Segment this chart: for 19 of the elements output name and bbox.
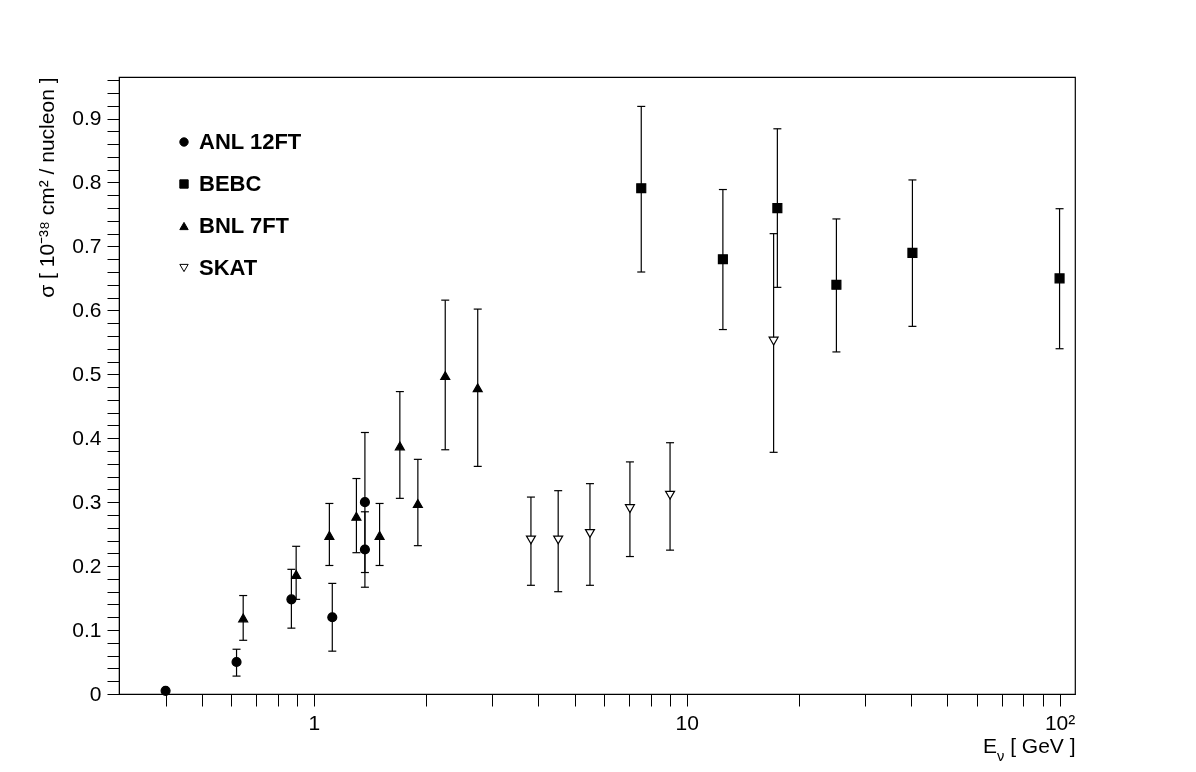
y-tick-label: 0.8: [72, 170, 102, 193]
x-tick-label: 1: [308, 710, 321, 734]
y-axis-title: σ [ 10⁻³⁸ cm² / nucleon ]: [35, 77, 59, 298]
y-tick-label: 0.5: [72, 361, 102, 385]
legend-label: SKAT: [199, 255, 258, 280]
x-axis-title: E$_{ν}$ [ GeV ]: [982, 733, 1076, 764]
y-tick-label: 0.7: [72, 233, 102, 257]
legend-label: ANL 12FT: [199, 129, 302, 154]
x-tick-label: 10²: [1044, 710, 1076, 734]
y-tick-label: 0.1: [72, 617, 102, 641]
y-tick-label: 0.2: [72, 553, 102, 577]
y-tick-label: 0: [89, 681, 102, 705]
x-tick-label: 10: [675, 710, 699, 734]
y-tick-label: 0.3: [72, 489, 102, 513]
y-tick-label: 0.6: [72, 297, 102, 321]
legend-label: BNL 7FT: [199, 213, 290, 238]
y-tick-label: 0.9: [72, 106, 102, 130]
legend-label: BEBC: [199, 171, 262, 196]
y-tick-label: 0.4: [72, 425, 102, 449]
